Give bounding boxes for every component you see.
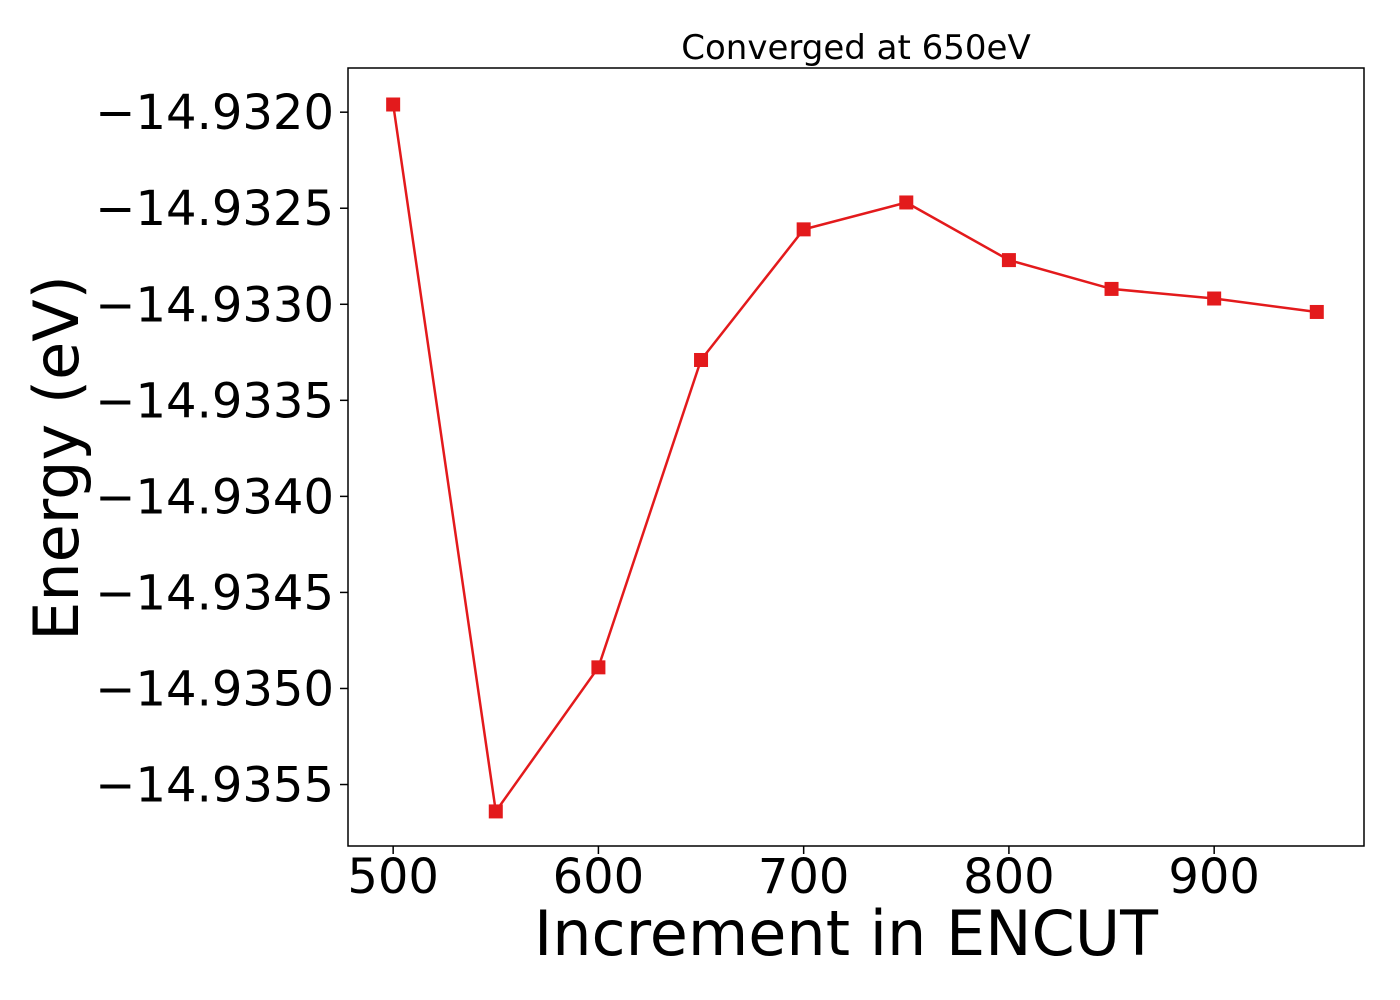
data-point	[1001, 253, 1016, 268]
data-point	[591, 660, 606, 675]
x-tick-label: 600	[553, 849, 645, 905]
y-tick-label: −14.9335	[95, 373, 334, 429]
y-tick-label: −14.9350	[95, 661, 334, 717]
data-point	[694, 352, 709, 367]
chart-title: Converged at 650eV	[681, 28, 1030, 68]
x-tick-label: 900	[1168, 849, 1260, 905]
y-axis-title: Energy (eV)	[20, 275, 93, 641]
plot-area-frame	[347, 67, 1365, 847]
x-axis-title: Increment in ENCUT	[534, 897, 1159, 970]
y-tick-label: −14.9325	[95, 181, 334, 237]
data-point	[1104, 281, 1119, 296]
y-tick-label: −14.9355	[95, 758, 334, 814]
data-point	[386, 97, 401, 112]
data-point	[1207, 291, 1222, 306]
data-point	[488, 804, 503, 819]
x-tick-label: 700	[758, 849, 850, 905]
y-axis: −14.9320 −14.9325 −14.9330 −14.9335 −14.9340…	[95, 85, 348, 814]
series-line	[391, 104, 1317, 815]
y-tick-label: −14.9340	[95, 469, 334, 525]
x-axis: 500 600 700 800 900	[347, 846, 1260, 905]
x-tick-label: 500	[347, 849, 439, 905]
x-tick-label: 800	[963, 849, 1055, 905]
y-tick-label: −14.9345	[95, 565, 334, 621]
series-group	[386, 97, 1324, 819]
y-tick-label: −14.9330	[95, 277, 334, 333]
data-point	[796, 222, 811, 237]
data-point	[1309, 304, 1324, 319]
data-point	[899, 195, 914, 210]
y-tick-label: −14.9320	[95, 85, 334, 141]
